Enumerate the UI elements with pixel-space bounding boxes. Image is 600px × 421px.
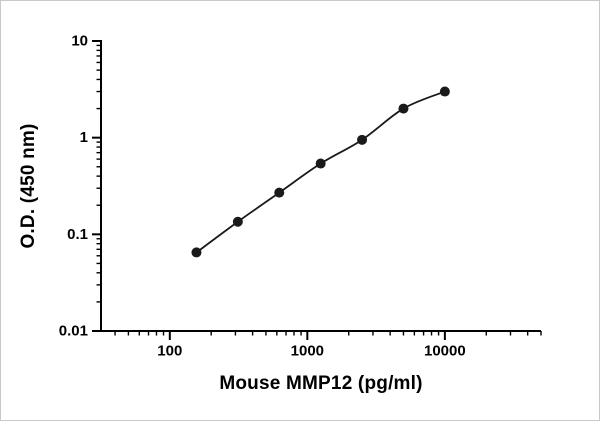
data-point <box>191 247 202 258</box>
data-point <box>315 158 326 169</box>
y-tick-label: 1 <box>80 129 88 146</box>
data-point <box>232 216 243 227</box>
data-point <box>439 86 450 97</box>
y-tick-label: 0.01 <box>59 323 88 340</box>
x-axis-title: Mouse MMP12 (pg/ml) <box>219 373 423 394</box>
data-point <box>398 103 409 114</box>
x-tick-label: 1000 <box>291 342 324 359</box>
y-tick-label: 0.1 <box>67 226 88 243</box>
data-point <box>357 134 368 145</box>
y-tick-label: 10 <box>71 33 88 50</box>
axis-spines <box>100 40 541 332</box>
data-point <box>274 187 285 198</box>
x-tick-label: 10000 <box>424 342 466 359</box>
y-axis-title: O.D. (450 nm) <box>18 123 39 249</box>
curve-line <box>195 90 446 254</box>
x-tick-label: 100 <box>157 342 182 359</box>
